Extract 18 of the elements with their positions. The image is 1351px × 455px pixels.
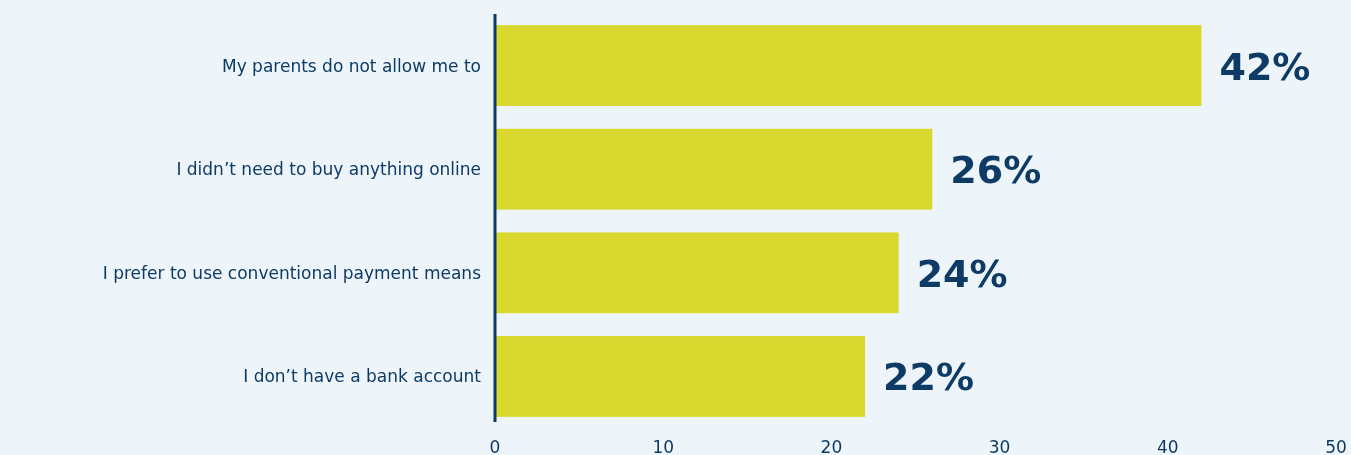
y-tick-label: I didn’t need to buy anything online — [176, 159, 481, 180]
bar — [495, 232, 899, 314]
data-label: 24% — [916, 251, 1008, 296]
y-tick-label: I prefer to use conventional payment means — [102, 262, 482, 283]
x-tick-label: 30 — [988, 437, 1011, 455]
x-tick-label: 0 — [489, 437, 501, 455]
x-tick-label: 50 — [1325, 437, 1347, 455]
data-label: 26% — [950, 148, 1042, 193]
data-label: 22% — [883, 355, 975, 400]
x-tick-label: 10 — [652, 437, 675, 455]
bar — [495, 25, 1202, 106]
y-tick-label: I don’t have a bank account — [243, 366, 482, 387]
x-tick-label: 40 — [1156, 437, 1179, 455]
bar — [495, 336, 866, 417]
data-label: 42% — [1219, 44, 1311, 89]
bar — [495, 128, 933, 210]
y-tick-label: My parents do not allow me to — [221, 55, 481, 76]
x-tick-label: 20 — [820, 437, 843, 455]
